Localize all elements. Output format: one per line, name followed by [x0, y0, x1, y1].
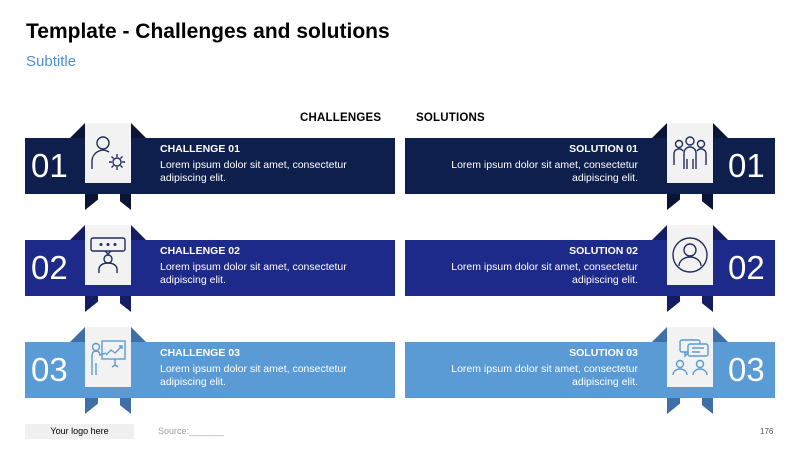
fold-shade — [131, 225, 146, 240]
challenge-title-2: CHALLENGE 02 — [160, 245, 240, 257]
challenge-title-1: CHALLENGE 01 — [160, 143, 240, 155]
fold-shade — [713, 225, 728, 240]
solution-bar-1 — [405, 138, 775, 194]
fold-shade — [652, 225, 667, 240]
solution-text-2: SOLUTION 02 Lorem ipsum dolor sit amet, … — [408, 245, 638, 288]
solution-bar-2 — [405, 240, 775, 296]
row-1: 01 01 CHALLENGE 01 Lorem ipsum dolor sit… — [0, 123, 800, 214]
page-title: Template - Challenges and solutions — [26, 20, 390, 43]
user-circle-icon — [667, 225, 713, 285]
person-gear-icon — [85, 123, 131, 183]
solution-text-3: SOLUTION 03 Lorem ipsum dolor sit amet, … — [408, 347, 638, 390]
row-3: 03 03 CHALLENGE 03 Lorem ipsum dolor sit… — [0, 327, 800, 418]
source-note: Source:_______ — [158, 426, 225, 436]
person-speech-bubble-icon — [85, 225, 131, 285]
divider-gap — [680, 398, 702, 418]
divider-gap — [680, 296, 702, 316]
page-subtitle: Subtitle — [26, 53, 77, 70]
challenge-number-2: 02 — [31, 249, 68, 286]
solution-number-2: 02 — [728, 249, 765, 286]
row-2: 02 02 CHALLENGE 02 Lorem ipsum dolor sit… — [0, 225, 800, 316]
solution-body-2: Lorem ipsum dolor sit amet, consectetur … — [451, 260, 638, 287]
divider-gap — [98, 194, 120, 214]
challenge-text-3: CHALLENGE 03 Lorem ipsum dolor sit amet,… — [160, 347, 390, 390]
challenge-body-1: Lorem ipsum dolor sit amet, consectetur … — [160, 158, 347, 185]
fold-shade — [70, 327, 85, 342]
solution-body-3: Lorem ipsum dolor sit amet, consectetur … — [451, 362, 638, 389]
solution-title-2: SOLUTION 02 — [569, 245, 638, 257]
solution-bar-3 — [405, 342, 775, 398]
team-icon — [667, 123, 713, 183]
challenge-body-3: Lorem ipsum dolor sit amet, consectetur … — [160, 362, 347, 389]
conversation-icon — [667, 327, 713, 387]
challenge-number-1: 01 — [31, 147, 68, 184]
challenges-header: CHALLENGES — [300, 112, 382, 124]
solution-number-3: 03 — [728, 351, 765, 388]
fold-shade — [713, 327, 728, 342]
presentation-icon — [85, 327, 131, 387]
solution-text-1: SOLUTION 01 Lorem ipsum dolor sit amet, … — [408, 143, 638, 186]
challenge-title-3: CHALLENGE 03 — [160, 347, 240, 359]
solution-title-1: SOLUTION 01 — [569, 143, 638, 155]
challenge-text-2: CHALLENGE 02 Lorem ipsum dolor sit amet,… — [160, 245, 390, 288]
solution-number-1: 01 — [728, 147, 765, 184]
challenge-number-3: 03 — [31, 351, 68, 388]
solution-body-1: Lorem ipsum dolor sit amet, consectetur … — [451, 158, 638, 185]
fold-shade — [652, 327, 667, 342]
fold-shade — [652, 123, 667, 138]
fold-shade — [713, 123, 728, 138]
fold-shade — [70, 225, 85, 240]
challenge-body-2: Lorem ipsum dolor sit amet, consectetur … — [160, 260, 347, 287]
divider-gap — [98, 296, 120, 316]
divider-gap — [98, 398, 120, 418]
solution-title-3: SOLUTION 03 — [569, 347, 638, 359]
challenge-text-1: CHALLENGE 01 Lorem ipsum dolor sit amet,… — [160, 143, 390, 186]
solutions-header: SOLUTIONS — [416, 112, 485, 124]
divider-gap — [680, 194, 702, 214]
page-number: 176 — [760, 427, 774, 436]
fold-shade — [131, 123, 146, 138]
logo-placeholder: Your logo here — [25, 424, 134, 439]
fold-shade — [131, 327, 146, 342]
fold-shade — [70, 123, 85, 138]
